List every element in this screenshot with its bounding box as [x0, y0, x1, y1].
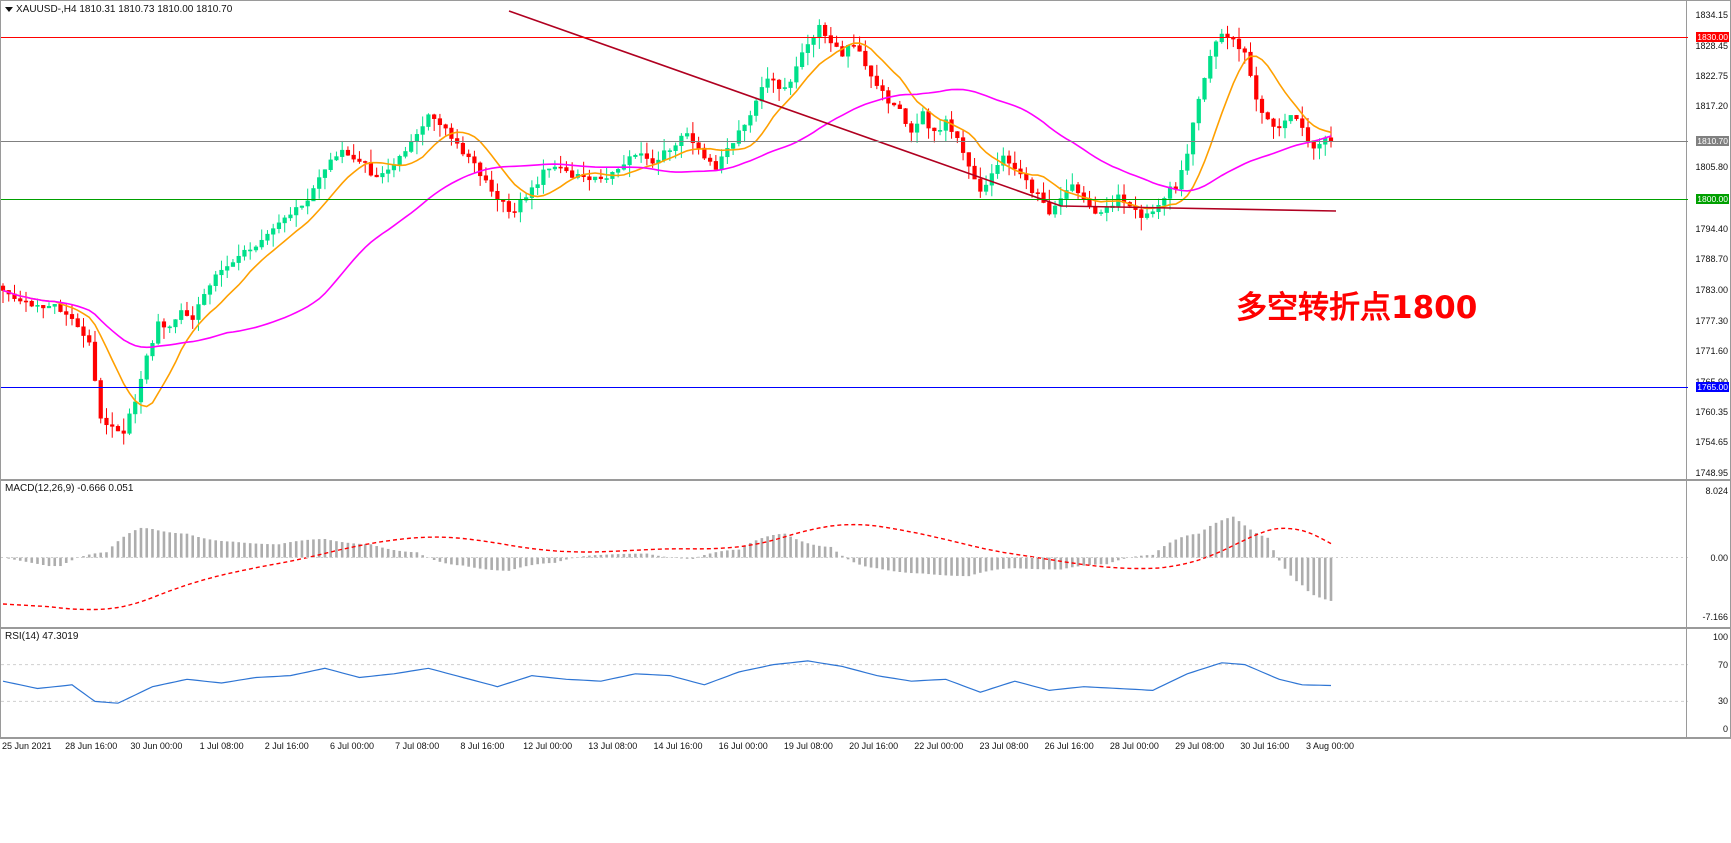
price-level-badge: 1830.00 — [1696, 32, 1729, 43]
rsi-header: RSI(14) 47.3019 — [5, 631, 79, 642]
rsi-axis[interactable]: 100 70 30 0 — [1686, 629, 1730, 737]
chart-annotation: 多空转折点1800 — [1236, 290, 1478, 326]
price-level-line — [1, 386, 1688, 388]
time-axis-tick: 12 Jul 00:00 — [523, 741, 573, 751]
rsi-axis-tick: 30 — [1717, 696, 1728, 707]
price-axis-tick: 1794.40 — [1695, 223, 1728, 234]
price-axis-tick: 1805.80 — [1695, 162, 1728, 173]
price-axis-tick: 1822.75 — [1695, 71, 1728, 82]
time-axis-tick: 28 Jun 16:00 — [65, 741, 118, 751]
macd-header: MACD(12,26,9) -0.666 0.051 — [5, 483, 134, 494]
time-axis-tick: 19 Jul 08:00 — [783, 741, 833, 751]
time-axis-tick: 20 Jul 16:00 — [849, 741, 899, 751]
price-axis-tick: 1817.20 — [1695, 101, 1728, 112]
price-axis-tick: 1783.00 — [1695, 285, 1728, 295]
macd-axis-tick: 0.00 — [1710, 552, 1728, 563]
macd-plot — [1, 516, 1688, 611]
macd-axis-tick: -7.166 — [1702, 612, 1728, 622]
time-axis-tick: 14 Jul 16:00 — [653, 741, 703, 751]
time-axis-tick: 23 Jul 08:00 — [979, 741, 1029, 751]
price-axis[interactable]: 1834.15 1828.45 1822.75 1817.20 1810.70 1805.… — [1686, 1, 1730, 479]
price-axis-tick: 1828.45 — [1695, 40, 1728, 51]
macd-axis[interactable]: 8.024 0.00 -7.166 — [1686, 481, 1730, 627]
time-axis-tick: 29 Jul 08:00 — [1175, 741, 1225, 751]
price-axis-tick: 1760.35 — [1695, 406, 1728, 417]
price-level-line — [1, 141, 1688, 143]
price-level-badge: 1810.70 — [1696, 136, 1729, 147]
macd-axis-tick: 8.024 — [1705, 486, 1728, 496]
rsi-plot — [1, 660, 1688, 704]
time-axis-tick: 7 Jul 08:00 — [395, 741, 440, 751]
time-axis-tick: 3 Aug 00:00 — [1305, 741, 1355, 751]
time-axis-tick: 30 Jun 00:00 — [130, 741, 183, 751]
price-plot — [1, 10, 1337, 445]
time-axis-tick: 1 Jul 08:00 — [199, 741, 244, 751]
price-level-badge: 1800.00 — [1696, 193, 1729, 204]
price-axis-tick: 1777.30 — [1695, 315, 1728, 326]
time-axis-tick: 2 Jul 16:00 — [264, 741, 309, 751]
time-axis-tick: 30 Jul 16:00 — [1240, 741, 1290, 751]
time-axis-tick: 13 Jul 08:00 — [588, 741, 638, 751]
time-axis[interactable]: 25 Jun 2021 28 Jun 16:00 30 Jun 00:00 1 Jul… — [0, 738, 1731, 768]
price-level-line — [1, 37, 1688, 39]
time-axis-tick: 22 Jul 00:00 — [914, 741, 964, 751]
price-axis-tick: 1748.95 — [1695, 468, 1728, 478]
collapse-triangle-icon[interactable] — [5, 6, 13, 12]
time-axis-tick: 26 Jul 16:00 — [1044, 741, 1094, 751]
price-axis-tick: 1754.65 — [1695, 437, 1728, 448]
price-axis-tick: 1788.70 — [1695, 254, 1728, 265]
time-axis-tick: 6 Jul 00:00 — [329, 741, 375, 751]
rsi-axis-tick: 100 — [1712, 632, 1728, 642]
price-level-line — [1, 198, 1688, 200]
time-axis-tick: 8 Jul 16:00 — [460, 741, 505, 751]
time-axis-tick: 28 Jul 00:00 — [1109, 741, 1159, 751]
price-level-badge: 1765.00 — [1696, 381, 1729, 392]
rsi-axis-tick: 70 — [1717, 659, 1728, 670]
rsi-indicator[interactable]: RSI(14) 47.3019 100 70 30 0 — [0, 628, 1731, 738]
time-axis-tick: 25 Jun 2021 — [2, 741, 52, 751]
macd-indicator[interactable]: MACD(12,26,9) -0.666 0.051 8.024 0.00 -7.1… — [0, 480, 1731, 628]
price-axis-tick: 1771.60 — [1695, 346, 1728, 357]
chart-header: XAUUSD-,H4 1810.31 1810.73 1810.00 1810.… — [5, 4, 232, 15]
rsi-axis-tick: 0 — [1722, 724, 1728, 734]
price-chart[interactable]: XAUUSD-,H4 1810.31 1810.73 1810.00 1810.… — [0, 0, 1731, 480]
time-axis-tick: 16 Jul 00:00 — [718, 741, 768, 751]
price-axis-tick: 1834.15 — [1695, 10, 1728, 20]
